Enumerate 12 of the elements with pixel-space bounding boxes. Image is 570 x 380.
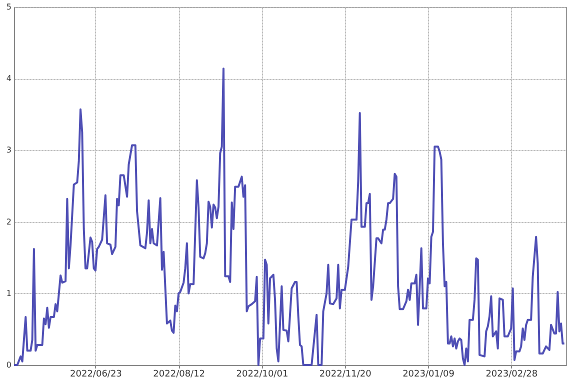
y-tick-label: 4 [6,74,12,84]
x-tick-label: 2023/01/09 [402,370,455,380]
y-tick-label: 3 [6,146,12,155]
x-tick-label: 2022/10/01 [236,370,288,380]
x-tick-label: 2022/11/20 [319,370,372,380]
y-tick-label: 0 [6,360,12,370]
x-tick-label: 2022/06/23 [70,370,122,380]
y-tick-label: 5 [6,2,12,12]
x-tick-label: 2022/08/12 [153,370,206,380]
y-tick-label: 1 [6,288,12,298]
y-tick-label: 2 [6,217,12,226]
x-tick-label: 2023/02/28 [486,370,538,380]
